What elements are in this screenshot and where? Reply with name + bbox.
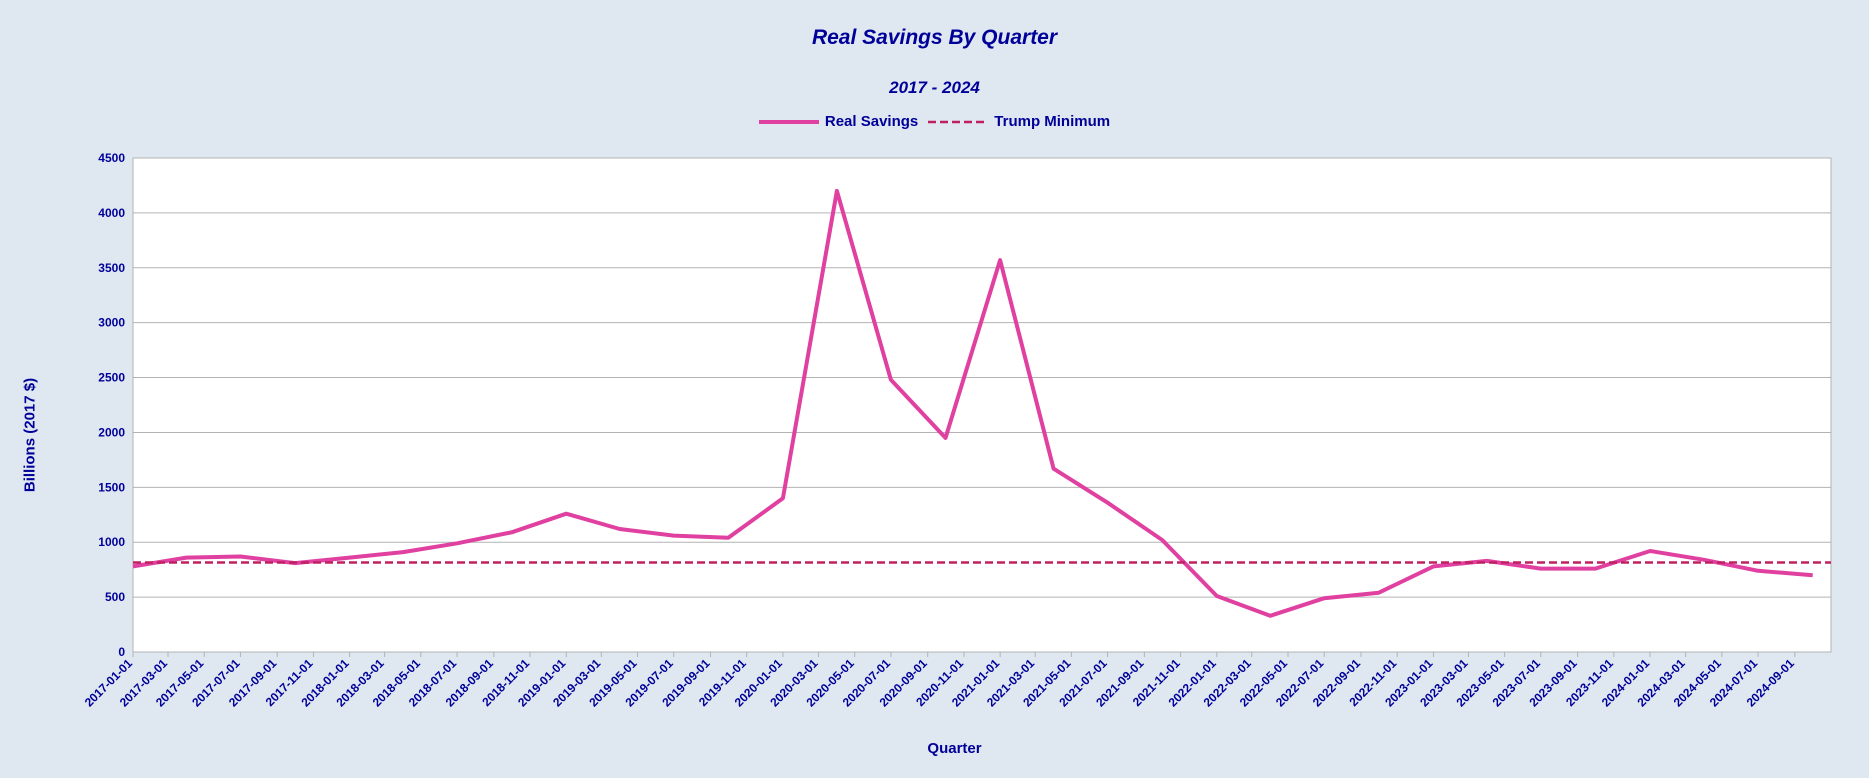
y-tick-label: 1500 — [98, 480, 125, 494]
legend-label-real-savings: Real Savings — [824, 113, 919, 130]
y-tick-label: 1000 — [98, 535, 125, 549]
chart-title: Real Savings By Quarter — [811, 26, 1058, 49]
legend-label-trump-minimum: Trump Minimum — [994, 113, 1111, 130]
legend-swatch-trump-minimum — [928, 120, 989, 123]
y-tick-label: 3500 — [98, 261, 125, 275]
legend-swatch-real-savings — [758, 119, 819, 124]
y-tick-label: 500 — [105, 590, 125, 604]
y-tick-label: 4000 — [98, 206, 125, 220]
y-tick-label: 4500 — [98, 151, 125, 165]
x-axis-label: Quarter — [927, 740, 982, 757]
chart-subtitle: 2017 - 2024 — [889, 78, 980, 97]
legend-item-trump-minimum: Trump Minimum — [928, 113, 1110, 130]
series-line-real-savings — [132, 188, 1813, 618]
y-tick-label: 2500 — [98, 371, 125, 385]
plot-area — [132, 157, 1832, 653]
chart-legend: Real Savings Trump Minimum — [0, 113, 1869, 130]
y-tick-label: 3000 — [98, 316, 125, 330]
y-tick-label: 2000 — [98, 425, 125, 439]
legend-item-real-savings: Real Savings — [758, 113, 919, 130]
y-tick-label: 0 — [118, 645, 125, 659]
